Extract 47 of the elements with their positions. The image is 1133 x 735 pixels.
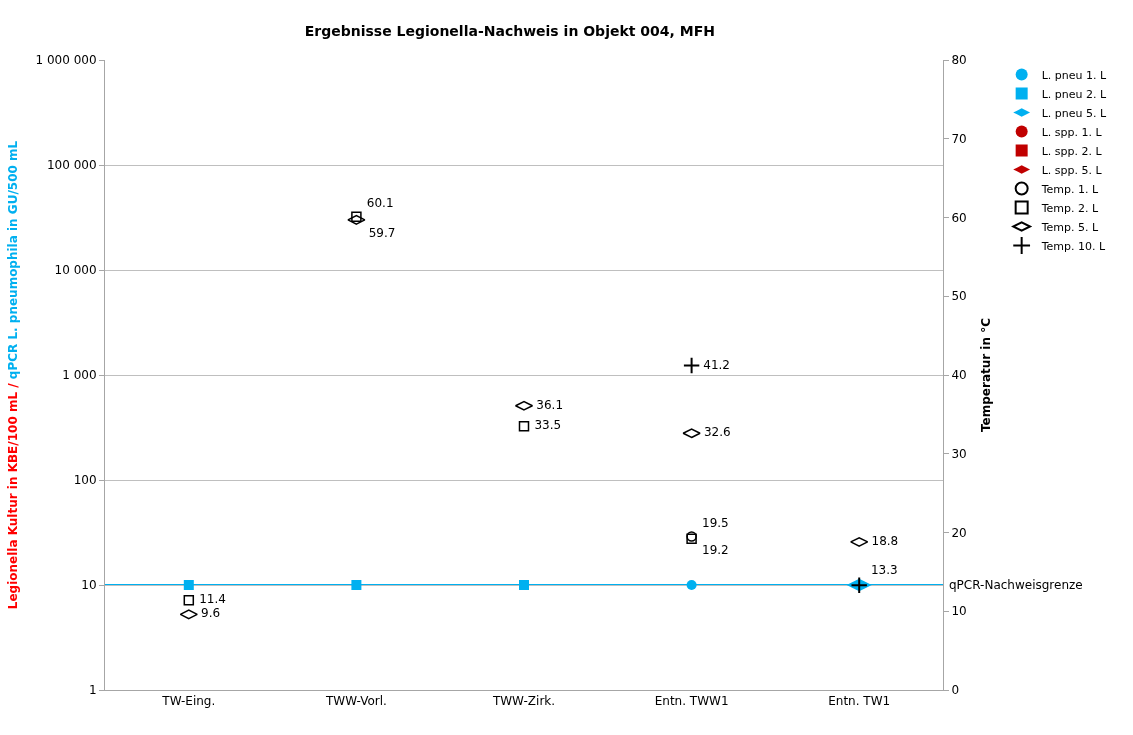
data-label: 36.1 — [532, 397, 564, 412]
data-label: 19.2 — [698, 543, 729, 558]
y-tick-label: 10 — [81, 578, 97, 593]
x-tick-label: Entn. TW1 — [828, 694, 891, 709]
y2-tick-label: 40 — [951, 368, 967, 383]
y2-tick-label: 60 — [951, 210, 967, 225]
y2-tick-label: 80 — [951, 53, 967, 68]
legend-label: L. pneu 1. L — [1041, 68, 1107, 82]
legend-label: Temp. 2. L — [1040, 201, 1099, 215]
data-label: 41.2 — [699, 357, 731, 372]
chart-title: Ergebnisse Legionella-Nachweis in Objekt 004, MFH — [304, 22, 715, 39]
data-label: 19.5 — [698, 515, 729, 530]
y2-tick-label: 50 — [951, 289, 967, 304]
y2-tick-label: 30 — [951, 446, 967, 461]
y2-tick-label: 10 — [951, 604, 967, 619]
data-label: 59.7 — [364, 226, 396, 241]
x-tick-label: TWW-Zirk. — [491, 694, 556, 709]
data-label: 18.8 — [867, 533, 899, 548]
y-tick-label: 1 — [88, 683, 97, 698]
y-tick-label: 1 000 — [62, 368, 97, 383]
legend-label: L. spp. 1. L — [1041, 125, 1103, 139]
data-label: 13.3 — [867, 563, 898, 578]
x-tick-label: TW-Eing. — [161, 694, 216, 709]
x-tick-label: TWW-Vorl. — [324, 694, 387, 709]
y-tick-label: 10 000 — [54, 263, 97, 278]
y2-tick-label: 0 — [951, 683, 960, 698]
data-label: 11.4 — [195, 592, 226, 607]
legend-label: L. pneu 2. L — [1041, 87, 1107, 101]
data-label: 32.6 — [700, 425, 731, 440]
legend-label: L. pneu 5. L — [1041, 106, 1107, 120]
legend-label: L. spp. 2. L — [1041, 144, 1103, 158]
y-tick-label: 100 — [73, 473, 97, 488]
y-tick-label: 100 000 — [46, 158, 97, 173]
x-tick-label: Entn. TWW1 — [654, 694, 729, 709]
y-tick-label: 1 000 000 — [35, 53, 97, 68]
y2-axis-title: Temperatur in °C — [978, 317, 993, 432]
ref-line-label: qPCR-Nachweisgrenze — [949, 578, 1083, 592]
y-axis-title: Legionella Kultur in KBE/100 mL / qPCR L. pneumophila in GU/500 mL — [5, 140, 20, 610]
legend-label: Temp. 1. L — [1040, 182, 1099, 196]
legend-label: Temp. 5. L — [1040, 220, 1099, 234]
y2-tick-label: 70 — [951, 131, 967, 146]
data-label: 33.5 — [530, 418, 562, 433]
data-label: 60.1 — [363, 196, 394, 211]
legend-label: L. spp. 5. L — [1041, 163, 1103, 177]
data-label: 9.6 — [197, 606, 221, 621]
legend-label: Temp. 10. L — [1040, 239, 1106, 253]
y2-tick-label: 20 — [951, 525, 967, 540]
